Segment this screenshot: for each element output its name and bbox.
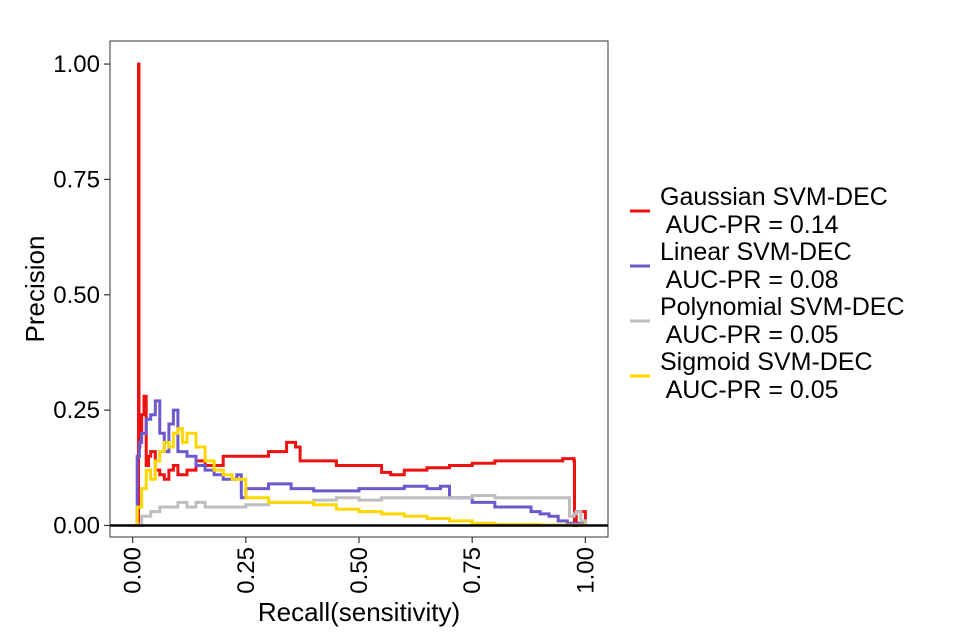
legend-label-2: Polynomial SVM-DEC xyxy=(660,293,905,321)
plot-panel-border xyxy=(109,40,609,538)
legend-label-0: Gaussian SVM-DEC xyxy=(660,183,888,211)
y-tick-label: 0.50 xyxy=(53,282,100,309)
legend-label-3: Sigmoid SVM-DEC xyxy=(660,348,873,376)
y-axis: 0.00 0.25 0.50 0.75 1.00 xyxy=(53,51,110,539)
x-tick-label: 0.50 xyxy=(346,547,373,594)
legend-label-1: AUC-PR = 0.08 xyxy=(660,266,839,294)
x-axis: 0.00 0.25 0.50 0.75 1.00 xyxy=(120,537,599,594)
y-tick-label: 0.75 xyxy=(53,166,100,193)
series-line-3 xyxy=(132,427,587,527)
series-line-0 xyxy=(132,62,587,527)
legend-label-3: AUC-PR = 0.05 xyxy=(660,376,839,404)
y-axis-title: Precision xyxy=(20,236,50,343)
legend-label-0: AUC-PR = 0.14 xyxy=(660,211,839,239)
x-axis-title: Recall(sensitivity) xyxy=(258,597,460,627)
x-tick-label: 0.25 xyxy=(233,547,260,594)
y-tick-label: 1.00 xyxy=(53,51,100,78)
y-tick-label: 0.25 xyxy=(53,397,100,424)
x-tick-label: 0.75 xyxy=(459,547,486,594)
series-line-2 xyxy=(132,494,587,527)
plot-lines xyxy=(110,62,608,527)
legend-label-1: Linear SVM-DEC xyxy=(660,238,852,266)
series-line-1 xyxy=(132,399,587,527)
y-tick-label: 0.00 xyxy=(53,512,100,539)
legend-label-2: AUC-PR = 0.05 xyxy=(660,321,839,349)
x-tick-label: 0.00 xyxy=(120,547,147,594)
x-tick-label: 1.00 xyxy=(572,547,599,594)
